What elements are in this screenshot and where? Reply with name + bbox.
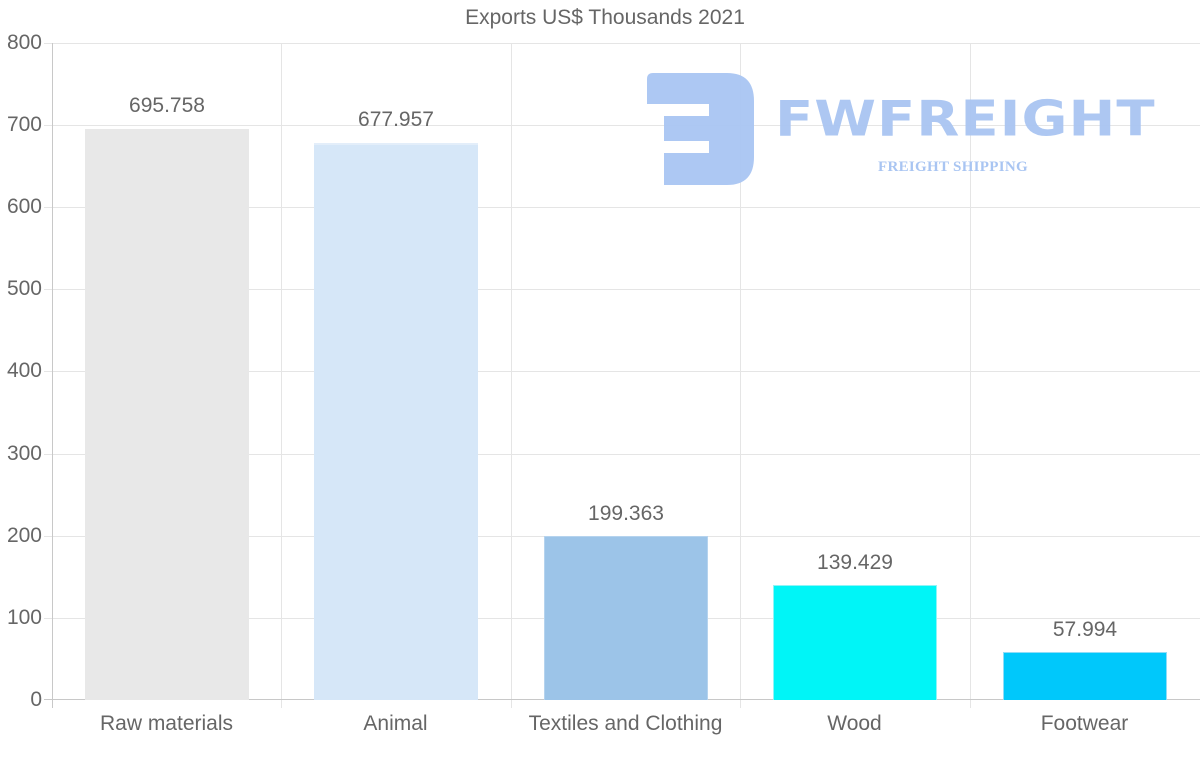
y-tick-label: 600 — [6, 195, 42, 218]
x-tick-label: Footwear — [1040, 712, 1129, 735]
gridline-400 — [44, 371, 1200, 372]
y-tick-label: 200 — [6, 524, 42, 547]
bar-value-label: 695.758 — [129, 94, 205, 117]
gridline-300 — [44, 454, 1200, 455]
fwfreight-logo-icon — [647, 73, 754, 185]
x-tick-label: Textiles and Clothing — [528, 712, 723, 735]
y-tick-label: 400 — [6, 359, 42, 382]
gridline-500 — [44, 289, 1200, 290]
bar-raw-materials[interactable] — [85, 129, 249, 700]
gridline-600 — [44, 207, 1200, 208]
y-tick-label: 700 — [6, 113, 42, 136]
y-tick-label: 300 — [6, 442, 42, 465]
bar-wood[interactable] — [773, 585, 937, 700]
chart-title: Exports US$ Thousands 2021 — [465, 6, 745, 29]
y-tick-label: 0 — [30, 688, 42, 711]
y-tick-label: 800 — [6, 31, 42, 54]
bar-value-label: 139.429 — [817, 551, 893, 574]
gridline-cat-3 — [740, 43, 741, 708]
watermark-logo: FWFREIGHT FREIGHT SHIPPING — [647, 73, 1157, 188]
bar-footwear[interactable] — [1003, 652, 1167, 700]
watermark-brand: FWFREIGHT — [775, 90, 1156, 148]
gridline-800 — [44, 43, 1200, 44]
gridline-cat-4 — [970, 43, 971, 708]
y-axis — [52, 43, 53, 708]
x-tick-label: Wood — [827, 712, 882, 735]
bar-value-label: 677.957 — [358, 108, 434, 131]
gridline-cat-2 — [511, 43, 512, 708]
x-tick-label: Animal — [363, 712, 428, 735]
bar-animal[interactable] — [314, 143, 478, 700]
bar-textiles-and-clothing[interactable] — [544, 536, 708, 700]
gridline-700 — [44, 125, 1200, 126]
gridline-cat-1 — [281, 43, 282, 708]
watermark-tagline: FREIGHT SHIPPING — [878, 159, 1028, 175]
y-tick-label: 500 — [6, 277, 42, 300]
plot-area: 800 700 600 500 400 300 200 100 0 695.75… — [7, 32, 1200, 735]
bar-value-label: 57.994 — [1052, 618, 1118, 641]
x-tick-label: Raw materials — [99, 712, 234, 735]
y-tick-label: 100 — [6, 606, 42, 629]
bar-value-label: 199.363 — [588, 502, 664, 525]
